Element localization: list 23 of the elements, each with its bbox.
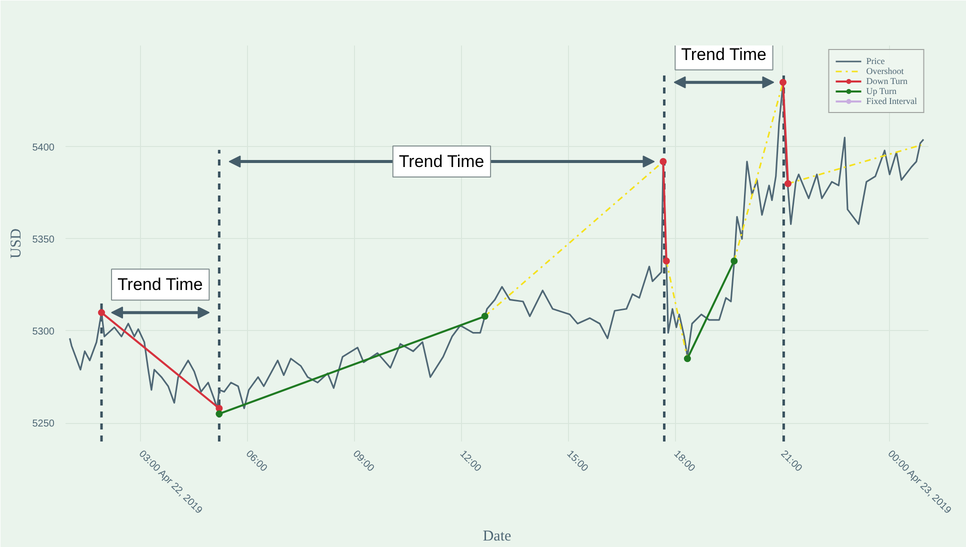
point xyxy=(662,258,670,264)
legend-label: Price xyxy=(866,56,886,66)
point xyxy=(730,258,738,264)
legend-label: Down Turn xyxy=(866,76,908,86)
legend-label: Fixed Interval xyxy=(866,96,917,106)
annotation: Trend Time xyxy=(118,275,203,294)
point xyxy=(481,312,488,320)
point xyxy=(684,355,691,362)
annotation: Trend Time xyxy=(398,152,484,172)
y-tick-label: 5350 xyxy=(32,234,55,246)
legend-label: Overshoot xyxy=(866,66,904,76)
legend-label: Up Turn xyxy=(866,86,897,96)
y-axis-title: USD xyxy=(8,228,24,259)
x-axis-title: Date xyxy=(482,528,512,544)
y-tick-label: 5300 xyxy=(32,326,55,338)
point xyxy=(216,410,223,418)
y-tick-label: 5250 xyxy=(32,418,55,430)
y-tick-label: 5400 xyxy=(32,142,55,154)
point xyxy=(660,158,667,166)
point xyxy=(98,309,106,316)
annotation: Trend Time xyxy=(681,44,767,64)
point xyxy=(780,78,787,86)
point xyxy=(784,180,792,188)
